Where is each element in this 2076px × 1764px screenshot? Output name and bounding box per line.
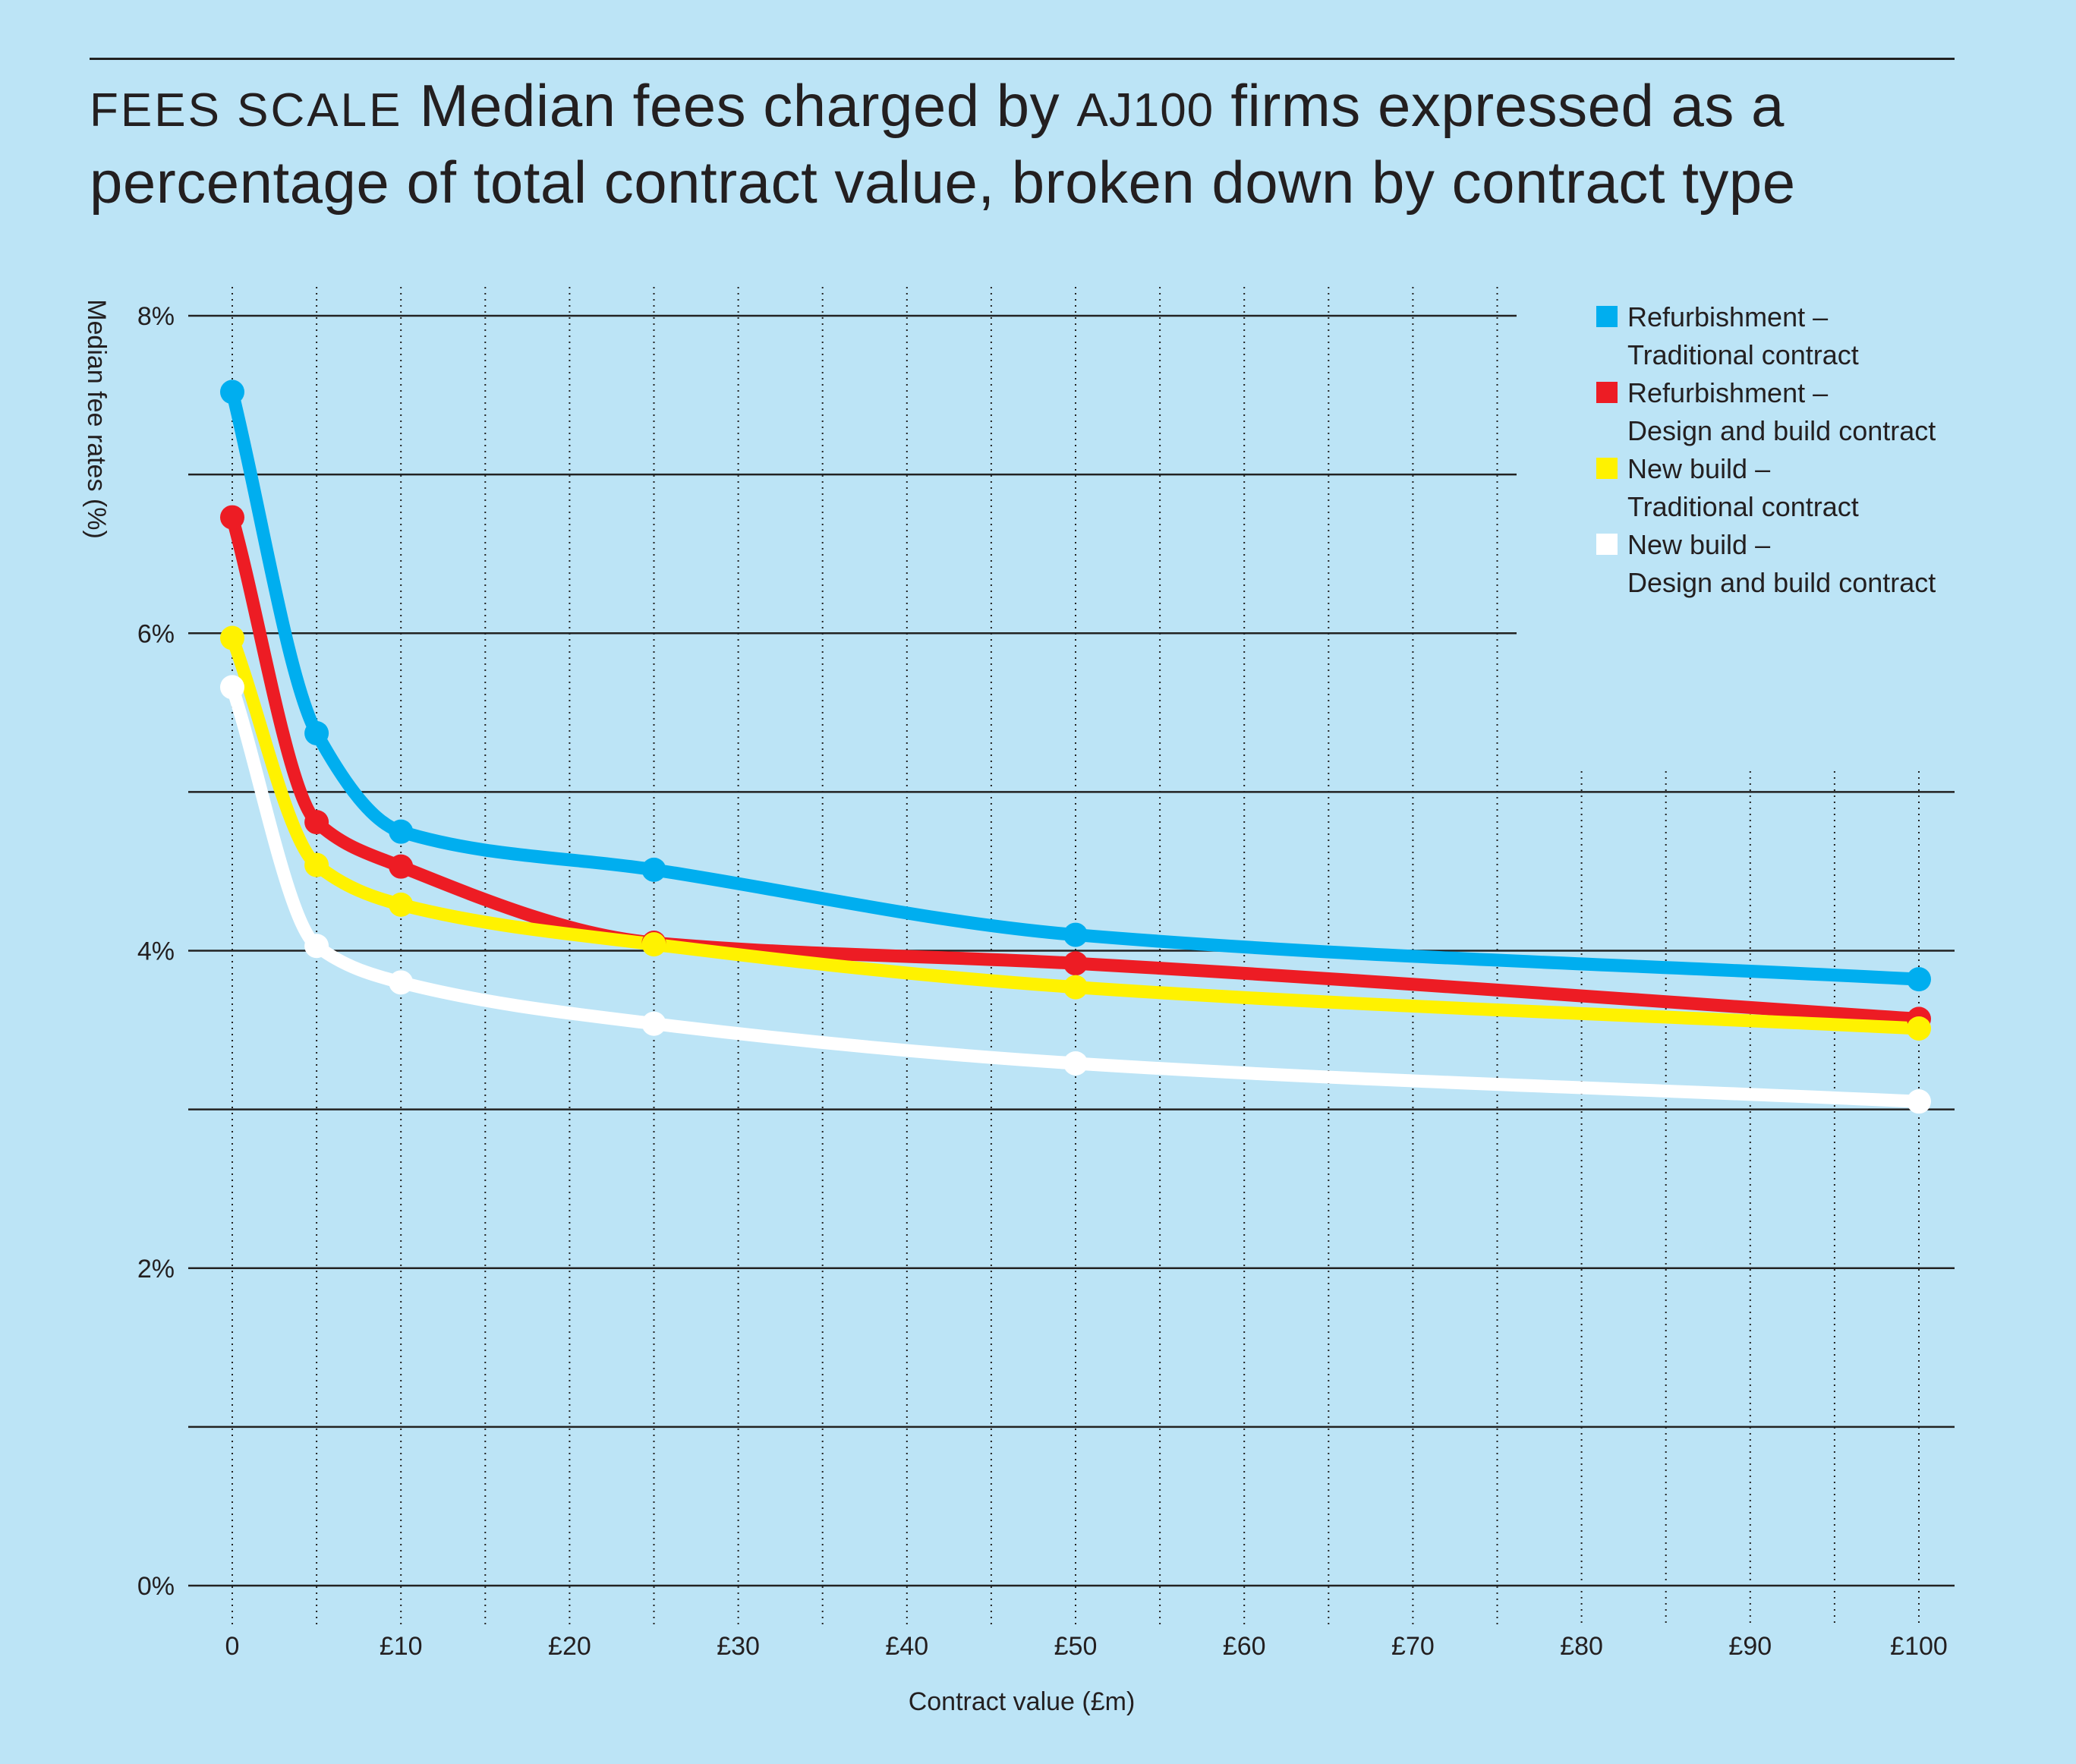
horizontal-gridlines [188, 314, 1955, 1587]
chart-title: FEES SCALE Median fees charged by AJ100 … [90, 70, 1972, 218]
x-tick-label: 0 [225, 1632, 240, 1661]
legend-swatch-1 [1596, 382, 1618, 403]
x-tick-label: £20 [548, 1632, 591, 1661]
legend-label-0-line-2: Traditional contract [1627, 339, 1859, 370]
series-0-point-3 [641, 857, 666, 882]
series-3-point-2 [389, 970, 414, 995]
y-tick-label: 2% [137, 1255, 175, 1284]
series-3-point-1 [304, 934, 329, 959]
legend-swatch-3 [1596, 534, 1618, 555]
x-axis-title: Contract value (£m) [909, 1687, 1136, 1716]
y-tick-label: 8% [137, 302, 175, 331]
y-axis-title: Median fee rates (%) [82, 299, 111, 539]
title-brand: AJ100 [1076, 84, 1214, 137]
series-2-point-2 [389, 892, 414, 917]
series-0-point-2 [389, 819, 414, 844]
y-axis-ticks: 0% 2% 4% 6% 8% [137, 302, 175, 1601]
legend-swatch-0 [1596, 306, 1618, 327]
legend-label-1-line-2: Design and build contract [1627, 415, 1936, 446]
series-0-point-1 [304, 720, 329, 745]
series-0-point-4 [1063, 922, 1088, 947]
series-2-point-0 [220, 625, 244, 650]
series-2-point-4 [1063, 975, 1088, 1000]
series-3-point-5 [1907, 1089, 1931, 1114]
legend-label-3-line-1: New build – [1627, 529, 1770, 560]
title-part-2: firms expressed as a percentage of total… [90, 72, 1796, 216]
x-tick-label: £60 [1223, 1632, 1266, 1661]
legend-label-1-line-1: Refurbishment – [1627, 377, 1828, 408]
x-tick-label: £30 [717, 1632, 760, 1661]
series-0-point-0 [220, 380, 244, 405]
series-3-point-4 [1063, 1051, 1088, 1076]
x-tick-label: £80 [1560, 1632, 1603, 1661]
x-tick-label: £90 [1728, 1632, 1772, 1661]
x-tick-label: £40 [885, 1632, 928, 1661]
y-tick-label: 0% [137, 1572, 175, 1601]
y-tick-label: 6% [137, 619, 175, 648]
legend-label-0-line-1: Refurbishment – [1627, 301, 1828, 332]
series-2-point-5 [1907, 1016, 1931, 1041]
legend-label-3-line-2: Design and build contract [1627, 567, 1936, 598]
series-0-point-5 [1907, 967, 1931, 992]
legend-label-2-line-2: Traditional contract [1627, 491, 1859, 522]
series-1-point-4 [1063, 951, 1088, 976]
series-1-point-1 [304, 810, 329, 835]
series-2-point-1 [304, 852, 329, 877]
x-tick-label: £50 [1054, 1632, 1098, 1661]
legend-swatch-2 [1596, 458, 1618, 479]
title-kicker: FEES SCALE [90, 84, 403, 137]
series-1-point-0 [220, 505, 244, 530]
top-rule [90, 58, 1955, 60]
series-2-point-3 [641, 932, 666, 957]
x-tick-label: £10 [380, 1632, 423, 1661]
series-1-point-2 [389, 854, 414, 879]
x-tick-label: £100 [1890, 1632, 1948, 1661]
legend: Refurbishment – Traditional contract Refur… [1596, 301, 1936, 598]
legend-label-2-line-1: New build – [1627, 453, 1770, 484]
y-tick-label: 4% [137, 937, 175, 966]
x-tick-label: £70 [1391, 1632, 1435, 1661]
series-3-point-3 [641, 1011, 666, 1036]
x-axis-ticks: 0 £10 £20 £30 £40 £50 £60 £70 £80 £90 £100 [225, 1632, 1948, 1661]
series-3-point-0 [220, 675, 244, 700]
title-part-1: Median fees charged by [419, 72, 1060, 139]
series-points [220, 380, 1931, 1114]
